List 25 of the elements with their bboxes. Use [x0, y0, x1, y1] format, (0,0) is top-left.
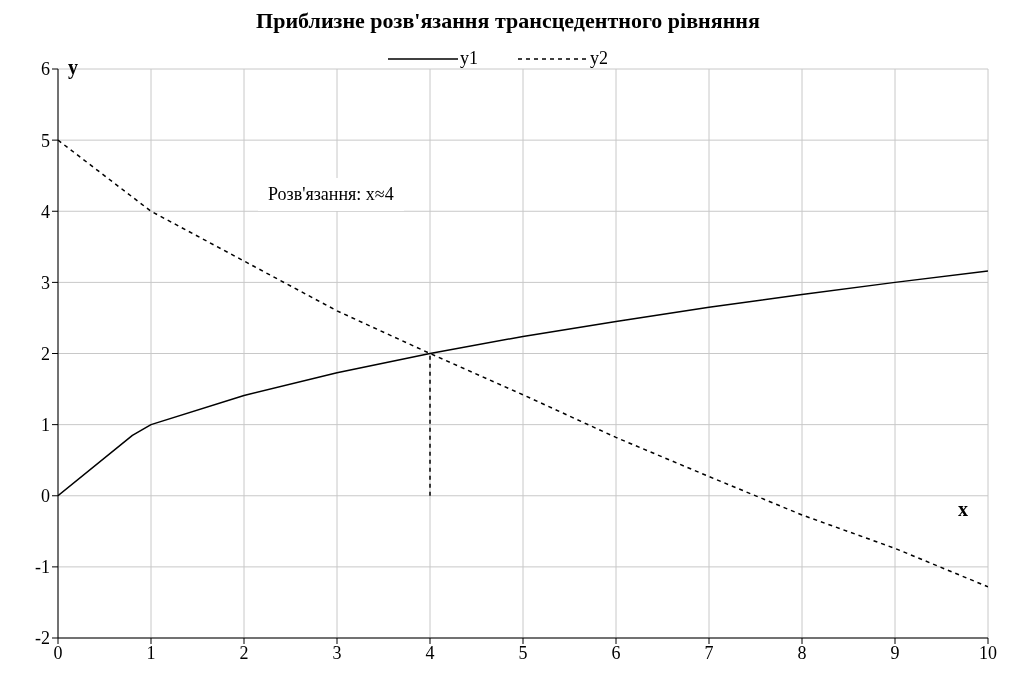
x-tick-label: 3 — [332, 642, 342, 663]
y-tick-label: 6 — [41, 59, 50, 80]
y-tick-label: 4 — [41, 201, 50, 222]
y-tick-label: 2 — [41, 343, 50, 364]
chart-title: Приблизне розв'язання трансцедентного рівняння — [255, 8, 761, 35]
x-tick-label: 9 — [890, 642, 900, 663]
y-tick-label: -1 — [35, 557, 50, 578]
legend-label: y2 — [590, 48, 608, 69]
y-tick-label: 3 — [41, 272, 50, 293]
y-axis-title: y — [68, 56, 78, 79]
y-tick-label: -2 — [35, 628, 50, 649]
annotation: Розв'язання: x≈4 — [258, 178, 404, 211]
x-tick-label: 1 — [146, 642, 156, 663]
x-tick-label: 2 — [239, 642, 249, 663]
legend-label: y1 — [460, 48, 478, 69]
x-axis-title: x — [958, 498, 968, 521]
x-tick-label: 6 — [611, 642, 621, 663]
x-tick-label: 8 — [797, 642, 807, 663]
y-tick-label: 1 — [41, 415, 50, 436]
x-tick-label: 4 — [425, 642, 435, 663]
x-tick-label: 7 — [704, 642, 714, 663]
x-tick-label: 5 — [518, 642, 528, 663]
x-tick-label: 10 — [979, 642, 997, 663]
y-tick-label: 5 — [41, 130, 50, 151]
y-tick-label: 0 — [41, 486, 50, 507]
